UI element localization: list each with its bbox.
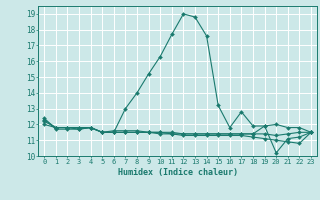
- X-axis label: Humidex (Indice chaleur): Humidex (Indice chaleur): [118, 168, 238, 177]
